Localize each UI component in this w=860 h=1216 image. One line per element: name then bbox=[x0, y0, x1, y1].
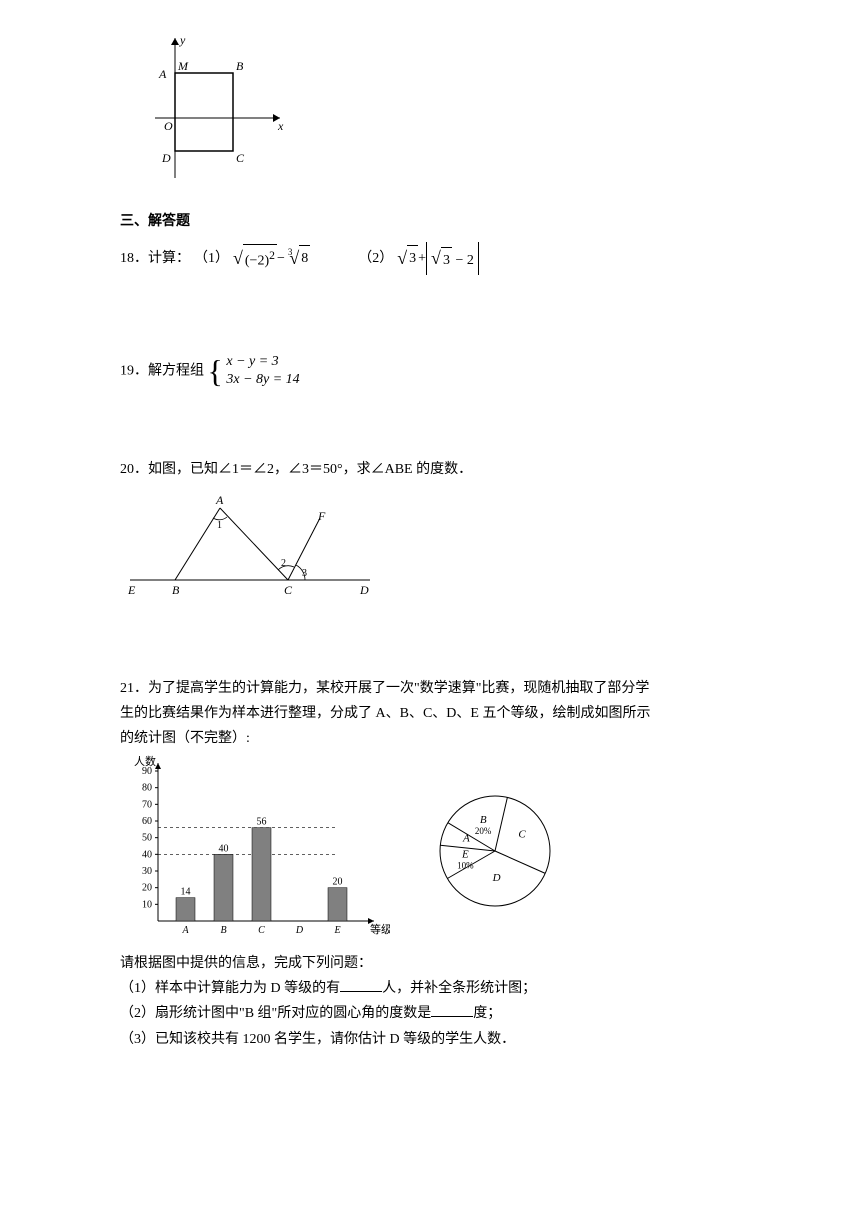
q19-eq2: 3x − 8y = 14 bbox=[226, 371, 299, 389]
svg-text:40: 40 bbox=[219, 843, 229, 854]
blank-1[interactable] bbox=[340, 978, 382, 992]
svg-text:A: A bbox=[181, 925, 189, 936]
svg-text:70: 70 bbox=[142, 799, 152, 810]
question-21: 21．为了提高学生的计算能力，某校开展了一次"数学速算"比赛，现随机抽取了部分学… bbox=[120, 676, 740, 1052]
svg-text:C: C bbox=[258, 925, 265, 936]
svg-text:20: 20 bbox=[142, 883, 152, 894]
svg-text:B: B bbox=[480, 814, 487, 826]
svg-text:E: E bbox=[127, 583, 136, 597]
svg-text:20: 20 bbox=[333, 877, 343, 888]
svg-text:40: 40 bbox=[142, 849, 152, 860]
question-18: 18．计算： （1） √(−2)2 − 3√8 （2） √3 + √3 − 2 bbox=[120, 242, 740, 274]
label-M: M bbox=[177, 59, 189, 73]
svg-text:A: A bbox=[462, 832, 470, 844]
svg-text:C: C bbox=[518, 829, 526, 841]
blank-2[interactable] bbox=[431, 1003, 473, 1017]
q18-part1: （1） bbox=[194, 246, 229, 271]
svg-text:50: 50 bbox=[142, 833, 152, 844]
q21-p1: 21．为了提高学生的计算能力，某校开展了一次"数学速算"比赛，现随机抽取了部分学 bbox=[120, 676, 740, 701]
svg-text:D: D bbox=[359, 583, 369, 597]
label-x: x bbox=[277, 119, 284, 133]
q18-expr2: √3 + √3 − 2 bbox=[397, 242, 479, 274]
svg-text:80: 80 bbox=[142, 783, 152, 794]
q18-expr1: √(−2)2 − 3√8 bbox=[233, 242, 310, 274]
svg-text:A: A bbox=[215, 493, 224, 507]
svg-text:14: 14 bbox=[181, 887, 191, 898]
svg-text:C: C bbox=[284, 583, 293, 597]
label-B: B bbox=[236, 59, 244, 73]
svg-text:20%: 20% bbox=[475, 826, 492, 836]
bar-chart: 90807060504030201014A40B56CD20E人数等级 bbox=[120, 751, 390, 951]
q21-sub2: （2）扇形统计图中"B 组"所对应的圆心角的度数是度； bbox=[120, 1001, 740, 1026]
svg-text:B: B bbox=[172, 583, 180, 597]
svg-text:E: E bbox=[333, 925, 340, 936]
pie-chart: E10% AB20% C D bbox=[420, 776, 570, 926]
svg-text:B: B bbox=[220, 925, 226, 936]
label-D: D bbox=[161, 151, 171, 165]
svg-text:1: 1 bbox=[217, 520, 222, 531]
q19-prefix: 19．解方程组 bbox=[120, 363, 208, 378]
svg-text:2: 2 bbox=[281, 558, 286, 569]
svg-text:F: F bbox=[317, 509, 326, 523]
svg-text:人数: 人数 bbox=[134, 755, 156, 768]
question-20: 20．如图，已知∠1＝∠2，∠3＝50°，求∠ABE 的度数． A F E B … bbox=[120, 457, 740, 609]
svg-text:等级: 等级 bbox=[370, 922, 390, 936]
q21-p3: 的统计图（不完整）: bbox=[120, 726, 740, 751]
svg-text:60: 60 bbox=[142, 816, 152, 827]
label-y: y bbox=[179, 33, 186, 47]
svg-text:E: E bbox=[461, 848, 469, 860]
q20-text: 20．如图，已知∠1＝∠2，∠3＝50°，求∠ABE 的度数． bbox=[120, 457, 740, 482]
fig-angles: A F E B C D 1 2 3 bbox=[120, 490, 740, 609]
svg-text:56: 56 bbox=[257, 817, 267, 828]
q18-part2: （2） bbox=[358, 246, 393, 271]
label-C: C bbox=[236, 151, 245, 165]
q18-prefix: 18．计算： bbox=[120, 246, 190, 271]
svg-text:30: 30 bbox=[142, 866, 152, 877]
fig-square: A M B O D C x y bbox=[120, 28, 740, 197]
section-title: 三、解答题 bbox=[120, 209, 740, 234]
question-19: 19．解方程组 { x − y = 3 3x − 8y = 14 bbox=[120, 353, 740, 389]
q19-eq1: x − y = 3 bbox=[226, 353, 299, 371]
svg-text:D: D bbox=[492, 872, 501, 884]
q21-p2: 生的比赛结果作为样本进行整理，分成了 A、B、C、D、E 五个等级，绘制成如图所… bbox=[120, 701, 740, 726]
q21-qline: 请根据图中提供的信息，完成下列问题： bbox=[120, 951, 740, 976]
brace-icon: { bbox=[208, 355, 223, 387]
label-O: O bbox=[164, 119, 173, 133]
label-A: A bbox=[158, 67, 167, 81]
q21-sub3: （3）已知该校共有 1200 名学生，请你估计 D 等级的学生人数． bbox=[120, 1027, 740, 1052]
svg-text:D: D bbox=[295, 925, 304, 936]
q21-sub1: （1）样本中计算能力为 D 等级的有人，并补全条形统计图； bbox=[120, 976, 740, 1001]
svg-text:10: 10 bbox=[142, 899, 152, 910]
svg-text:10%: 10% bbox=[457, 860, 474, 870]
svg-text:3: 3 bbox=[302, 568, 307, 579]
